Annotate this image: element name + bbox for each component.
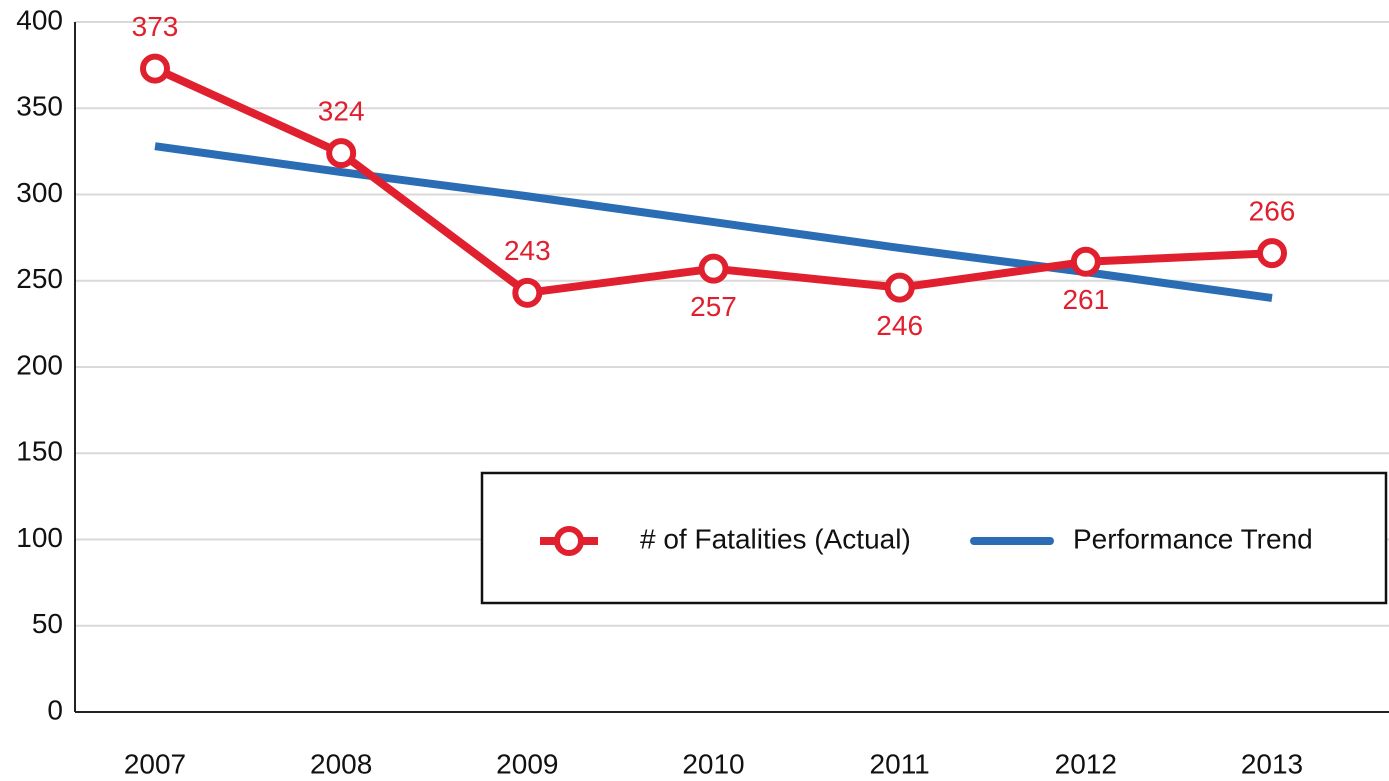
y-tick-label: 0 — [47, 694, 63, 725]
legend-label: Performance Trend — [1073, 523, 1313, 554]
data-label: 266 — [1249, 196, 1296, 227]
point-marker — [698, 253, 729, 284]
point-marker — [1257, 238, 1287, 269]
point-marker — [140, 53, 170, 84]
data-label: 261 — [1062, 284, 1109, 315]
point-marker — [326, 138, 357, 169]
point-marker — [1070, 246, 1101, 277]
y-tick-label: 200 — [16, 349, 63, 380]
data-label: 243 — [504, 235, 551, 266]
point-marker — [884, 272, 915, 303]
y-tick-label: 100 — [16, 522, 63, 553]
y-tick-label: 250 — [16, 263, 63, 294]
data-label: 373 — [132, 11, 179, 42]
y-tick-label: 300 — [16, 177, 63, 208]
data-label: 246 — [876, 310, 923, 341]
y-tick-label: 50 — [32, 608, 63, 639]
x-tick-label: 2008 — [310, 748, 372, 779]
y-tick-label: 150 — [16, 436, 63, 467]
x-tick-label: 2009 — [496, 748, 558, 779]
legend-label: # of Fatalities (Actual) — [640, 523, 911, 554]
x-tick-label: 2007 — [124, 748, 186, 779]
x-tick-label: 2012 — [1055, 748, 1117, 779]
x-tick-label: 2013 — [1241, 748, 1303, 779]
y-tick-label: 400 — [16, 4, 63, 35]
y-tick-label: 350 — [16, 91, 63, 122]
data-label: 324 — [318, 95, 365, 126]
legend-marker — [554, 526, 584, 556]
legend-box — [480, 471, 1388, 605]
x-tick-label: 2010 — [682, 748, 744, 779]
data-label: 257 — [690, 291, 737, 322]
point-marker — [512, 277, 543, 308]
x-tick-label: 2011 — [870, 748, 930, 779]
